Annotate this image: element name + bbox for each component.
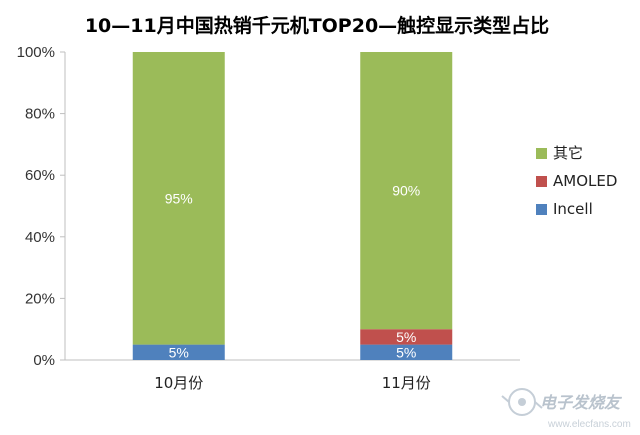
y-tick-label: 20% [25,290,55,307]
watermark-url: www.elecfans.com [547,419,631,430]
legend-label: Incell [553,200,593,218]
legend-label: AMOLED [553,172,617,190]
bar-segment [132,52,225,345]
data-label: 5% [396,329,416,345]
watermark-text: 电子发烧友 [540,393,623,412]
legend-swatch [536,148,547,159]
watermark-logo-icon [501,388,543,416]
y-tick-label: 0% [33,352,55,369]
legend-swatch [536,204,547,215]
chart-title: 10—11月中国热销千元机TOP20—触控显示类型占比 [85,14,549,37]
y-tick-label: 80% [25,106,55,123]
data-label: 5% [169,344,189,360]
bar-segment [360,329,453,345]
bar-segment [132,344,225,360]
x-category-label: 10月份 [154,374,203,392]
x-axis-categories: 10月份 11月份 [154,374,431,392]
bars-group: 5%95%5%5%90% [132,52,453,360]
legend: 其它 AMOLED Incell [536,144,617,218]
x-category-label: 11月份 [382,374,431,392]
watermark: 电子发烧友 www.elecfans.com [501,388,631,430]
bar-segment [360,344,453,360]
data-label: 95% [165,190,193,206]
y-tick-label: 60% [25,167,55,184]
legend-label: 其它 [553,144,583,162]
legend-swatch [536,176,547,187]
data-label: 90% [392,183,420,199]
data-label: 5% [396,344,416,360]
y-tick-label: 40% [25,229,55,246]
y-axis-ticks: 0% 20% 40% 60% 80% 100% [17,44,65,369]
bar-segment [360,52,453,330]
y-tick-label: 100% [17,44,55,61]
